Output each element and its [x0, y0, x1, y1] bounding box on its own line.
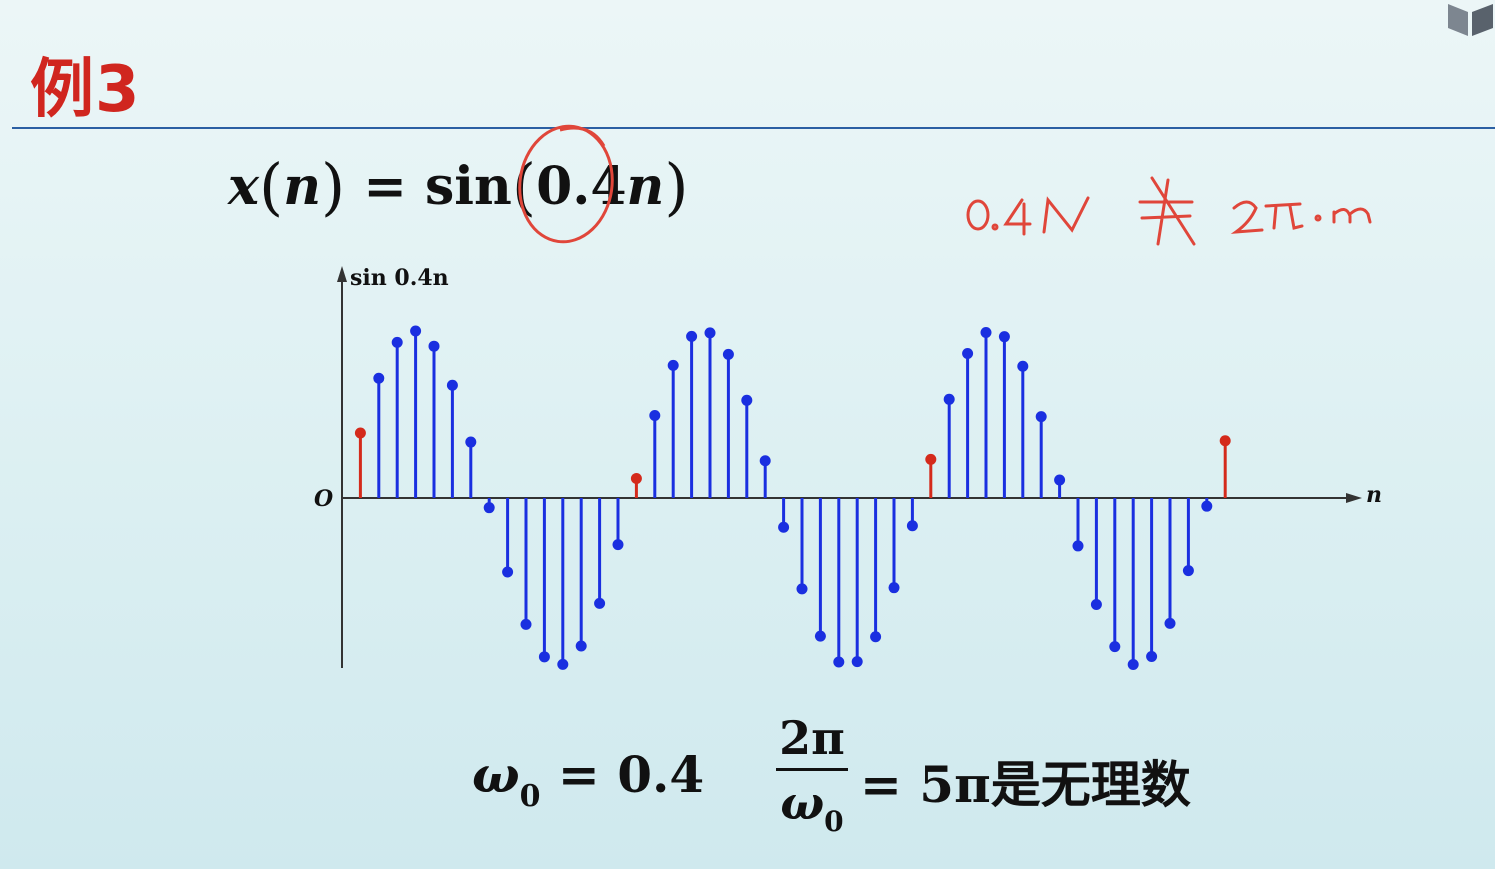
stem-marker — [1219, 435, 1231, 447]
stem-marker — [888, 582, 900, 594]
stem-marker — [980, 327, 992, 339]
result-value: = 5π — [860, 755, 991, 814]
origin-label: O — [314, 486, 333, 512]
stem-marker — [483, 502, 495, 514]
formula-var: n — [283, 156, 322, 217]
stem-marker — [814, 630, 826, 642]
stem-marker — [373, 372, 385, 384]
chart-stems — [354, 325, 1231, 670]
stem-marker — [557, 658, 569, 670]
stem-marker — [998, 331, 1010, 343]
stem-marker — [354, 427, 366, 439]
stem-marker — [833, 656, 845, 668]
y-axis-label: sin 0.4n — [350, 265, 449, 291]
stem-marker — [446, 379, 458, 391]
omega-symbol: ω — [472, 745, 520, 804]
stem-marker — [870, 631, 882, 643]
stem-marker — [410, 325, 422, 337]
stem-marker — [465, 436, 477, 448]
slide-title: 例3 — [30, 53, 141, 127]
stem-marker — [1182, 565, 1194, 577]
stem-marker — [1109, 641, 1121, 653]
stem-marker — [594, 597, 606, 609]
y-axis-arrow — [337, 266, 347, 282]
stem-marker — [1054, 474, 1066, 486]
period-fraction: 2π ω0 — [776, 712, 848, 848]
omega-equation: ω0 = 0.4 — [472, 745, 704, 814]
stem-marker — [1017, 360, 1029, 372]
x-axis-label: n — [1366, 482, 1382, 508]
stem-marker — [1146, 650, 1158, 662]
stem-marker — [704, 327, 716, 339]
stem-marker — [520, 618, 532, 630]
result-text: 是无理数 — [990, 756, 1191, 814]
title-divider — [12, 127, 1495, 129]
stem-marker — [649, 410, 661, 422]
chart-axes — [337, 266, 1362, 668]
omega-subscript: 0 — [519, 779, 541, 814]
stem-marker — [1090, 599, 1102, 611]
book-icon[interactable] — [1446, 0, 1495, 40]
fraction-numerator: 2π — [779, 711, 845, 765]
stem-marker — [759, 455, 771, 467]
stem-marker — [1072, 540, 1084, 552]
stem-marker — [796, 583, 808, 595]
stem-marker — [1127, 658, 1139, 670]
stem-marker — [1164, 617, 1176, 629]
omega-value: = 0.4 — [557, 745, 705, 804]
stem-marker — [962, 348, 974, 360]
stem-marker — [906, 520, 918, 532]
stem-marker — [1035, 411, 1047, 423]
stem-marker — [630, 472, 642, 484]
fraction-bar — [776, 768, 848, 771]
stem-marker — [575, 640, 587, 652]
stem-marker — [538, 651, 550, 663]
result-equation: = 5π是无理数 — [860, 745, 1191, 817]
stem-marker — [722, 348, 734, 360]
stem-marker — [741, 394, 753, 406]
stem-marker — [428, 340, 440, 352]
stem-marker — [612, 539, 624, 551]
stem-marker — [778, 521, 790, 533]
stem-marker — [686, 330, 698, 342]
stem-marker — [943, 393, 955, 405]
formula-sin: sin — [425, 156, 512, 217]
stem-marker — [1201, 500, 1213, 512]
stem-marker — [851, 656, 863, 668]
formula-arg-var: n — [626, 156, 665, 217]
formula-eq: = — [363, 156, 407, 217]
stem-marker — [502, 566, 514, 578]
stem-marker — [667, 359, 679, 371]
fraction-denominator: ω0 — [780, 776, 844, 838]
formula-func: x — [228, 156, 260, 217]
stem-marker — [925, 453, 937, 465]
stem-marker — [391, 336, 403, 348]
x-axis-arrow — [1346, 493, 1362, 503]
